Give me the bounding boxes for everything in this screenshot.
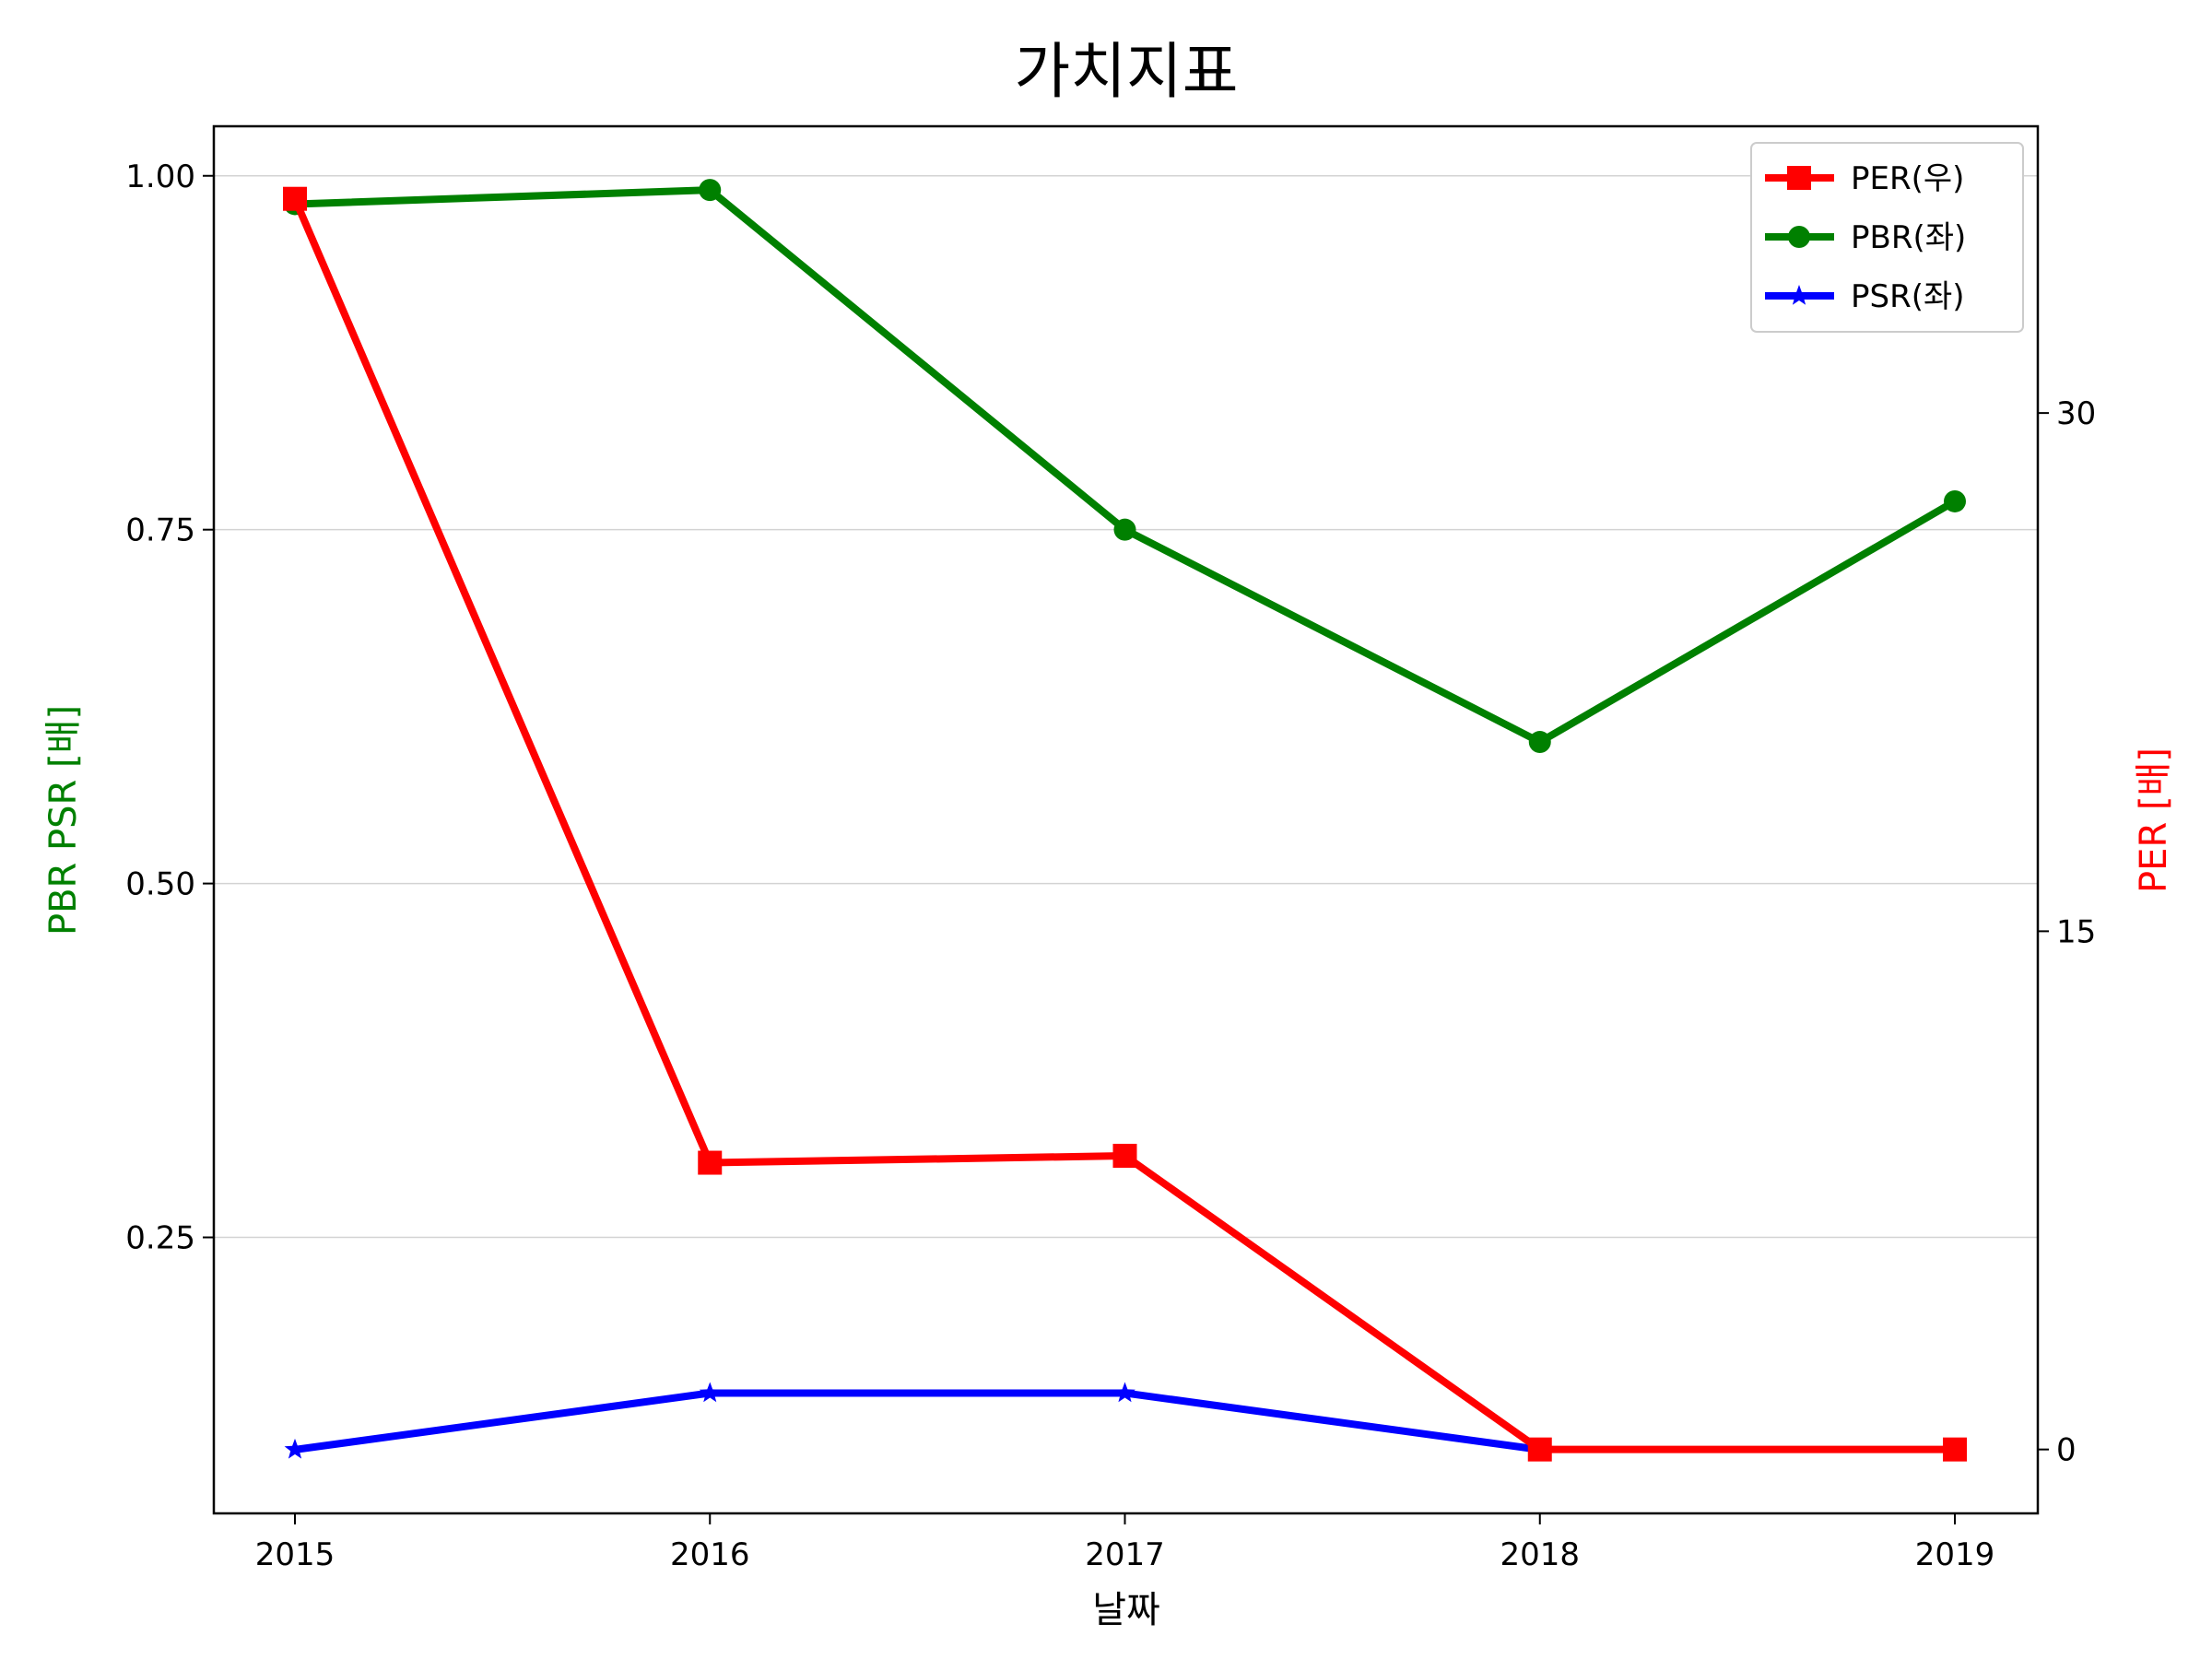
series-PSR(좌) <box>284 1382 1551 1459</box>
data-point-2016 <box>699 179 722 202</box>
series-layer <box>283 179 1967 1462</box>
y-axis-right: 0 15 30 <box>2038 395 2096 1469</box>
x-tick-label-2016: 2016 <box>670 1536 750 1573</box>
data-point-2016 <box>699 1382 721 1403</box>
data-point-2015 <box>284 1438 306 1459</box>
y-right-tick-label-0: 0 <box>2056 1432 2077 1469</box>
x-tick-label-2019: 2019 <box>1915 1536 1995 1573</box>
y-axis-right-label: PER [배] <box>2133 747 2175 893</box>
x-axis: 2015 2016 2017 2018 2019 <box>255 1513 1995 1573</box>
legend-label: PER(우) <box>1851 160 1964 197</box>
y-left-tick-label-1.00: 1.00 <box>125 159 195 195</box>
data-point-2019 <box>1944 489 1966 512</box>
legend-label: PBR(좌) <box>1851 219 1966 256</box>
data-point-2018 <box>1527 1437 1552 1462</box>
legend-box <box>1750 142 2024 333</box>
legend-label: PSR(좌) <box>1851 278 1965 315</box>
x-tick-label-2018: 2018 <box>1500 1536 1580 1573</box>
legend: PER(우) PBR(좌) PSR(좌) <box>1750 142 2024 333</box>
data-point-2017 <box>1113 518 1136 541</box>
x-axis-label: 날짜 <box>1092 1589 1160 1631</box>
legend-swatch-marker <box>1788 285 1810 305</box>
series-PBR(좌) <box>284 179 1966 754</box>
data-point-2017 <box>1114 1382 1135 1403</box>
chart-title: 가치지표 <box>1015 36 1239 107</box>
legend-item-PSR(좌): PSR(좌) <box>1765 278 1965 315</box>
y-right-tick-label-30: 30 <box>2056 395 2096 432</box>
grid-lines <box>214 175 2038 1239</box>
y-left-tick-label-0.50: 0.50 <box>125 866 195 903</box>
data-point-2017 <box>1112 1144 1137 1169</box>
legend-swatch-marker <box>1788 226 1810 248</box>
legend-item-PER(우): PER(우) <box>1765 160 1964 197</box>
data-point-2019 <box>1943 1437 1967 1462</box>
series-line <box>291 197 1955 1453</box>
y-right-tick-label-15: 15 <box>2056 913 2096 950</box>
series-PER(우) <box>283 186 1967 1462</box>
data-point-2015 <box>283 186 307 211</box>
legend-item-PBR(좌): PBR(좌) <box>1765 219 1966 256</box>
plot-area <box>212 124 2040 1515</box>
series-line <box>294 186 1958 747</box>
y-axis-left-label: PBR PSR [배] <box>42 705 85 935</box>
data-point-2018 <box>1528 731 1551 754</box>
x-tick-label-2017: 2017 <box>1085 1536 1165 1573</box>
y-left-tick-label-0.75: 0.75 <box>125 512 195 549</box>
y-left-tick-label-0.25: 0.25 <box>125 1220 195 1257</box>
legend-swatch-marker <box>1787 166 1811 190</box>
data-point-2016 <box>698 1150 723 1175</box>
series-line <box>294 1389 1541 1453</box>
x-tick-label-2015: 2015 <box>255 1536 335 1573</box>
y-axis-left: 0.25 0.50 0.75 1.00 <box>125 159 214 1257</box>
